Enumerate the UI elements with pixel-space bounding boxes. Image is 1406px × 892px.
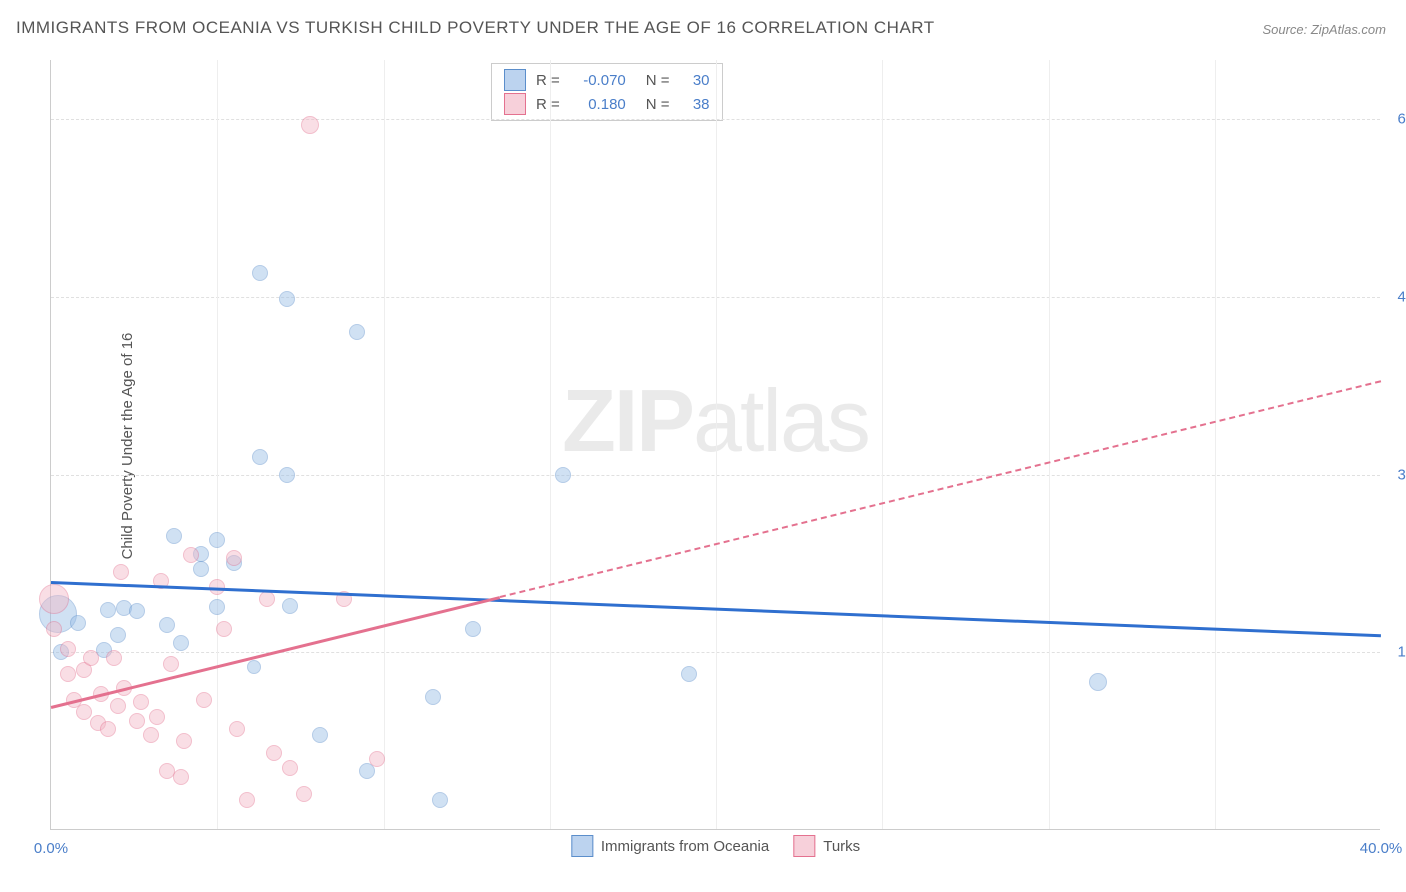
data-point bbox=[266, 745, 282, 761]
data-point bbox=[252, 265, 268, 281]
gridline-v bbox=[882, 60, 883, 829]
data-point bbox=[149, 709, 165, 725]
legend-swatch bbox=[504, 93, 526, 115]
watermark-zip: ZIP bbox=[562, 371, 693, 470]
data-point bbox=[216, 621, 232, 637]
data-point bbox=[279, 467, 295, 483]
chart-title: IMMIGRANTS FROM OCEANIA VS TURKISH CHILD… bbox=[16, 18, 935, 38]
gridline-v bbox=[716, 60, 717, 829]
data-point bbox=[432, 792, 448, 808]
data-point bbox=[173, 635, 189, 651]
data-point bbox=[183, 547, 199, 563]
watermark-atlas: atlas bbox=[693, 371, 869, 470]
data-point bbox=[369, 751, 385, 767]
y-tick-label: 30.0% bbox=[1397, 466, 1406, 483]
data-point bbox=[681, 666, 697, 682]
legend-swatch bbox=[571, 835, 593, 857]
data-point bbox=[349, 324, 365, 340]
data-point bbox=[229, 721, 245, 737]
data-point bbox=[1089, 673, 1107, 691]
data-point bbox=[39, 584, 69, 614]
data-point bbox=[247, 660, 261, 674]
bottom-legend-item: Immigrants from Oceania bbox=[571, 835, 769, 857]
data-point bbox=[110, 698, 126, 714]
stat-legend-row: R = -0.070 N = 30 bbox=[504, 68, 710, 92]
x-tick-label: 0.0% bbox=[34, 840, 68, 857]
data-point bbox=[312, 727, 328, 743]
data-point bbox=[282, 598, 298, 614]
gridline-v bbox=[217, 60, 218, 829]
data-point bbox=[133, 694, 149, 710]
stat-r-label: R = bbox=[536, 96, 560, 113]
data-point bbox=[465, 621, 481, 637]
source-name: ZipAtlas.com bbox=[1311, 22, 1386, 37]
stat-r-value: -0.070 bbox=[570, 72, 626, 89]
data-point bbox=[163, 656, 179, 672]
data-point bbox=[296, 786, 312, 802]
data-point bbox=[555, 467, 571, 483]
data-point bbox=[143, 727, 159, 743]
stat-r-value: 0.180 bbox=[570, 96, 626, 113]
data-point bbox=[193, 561, 209, 577]
stat-n-value: 38 bbox=[680, 96, 710, 113]
data-point bbox=[113, 564, 129, 580]
gridline-v bbox=[1215, 60, 1216, 829]
data-point bbox=[100, 602, 116, 618]
data-point bbox=[60, 666, 76, 682]
gridline-v bbox=[550, 60, 551, 829]
data-point bbox=[209, 532, 225, 548]
y-tick-label: 45.0% bbox=[1397, 288, 1406, 305]
y-tick-label: 15.0% bbox=[1397, 644, 1406, 661]
data-point bbox=[46, 621, 62, 637]
plot-area: ZIPatlas R =-0.070N =30R =0.180N =38 Imm… bbox=[50, 60, 1380, 830]
data-point bbox=[252, 449, 268, 465]
source-attribution: Source: ZipAtlas.com bbox=[1262, 22, 1386, 37]
data-point bbox=[129, 603, 145, 619]
data-point bbox=[100, 721, 116, 737]
stat-n-label: N = bbox=[646, 72, 670, 89]
y-tick-label: 60.0% bbox=[1397, 111, 1406, 128]
data-point bbox=[239, 792, 255, 808]
data-point bbox=[159, 617, 175, 633]
bottom-legend: Immigrants from Oceania Turks bbox=[571, 835, 860, 857]
data-point bbox=[282, 760, 298, 776]
data-point bbox=[173, 769, 189, 785]
legend-swatch bbox=[793, 835, 815, 857]
data-point bbox=[425, 689, 441, 705]
data-point bbox=[60, 641, 76, 657]
stat-n-value: 30 bbox=[680, 72, 710, 89]
data-point bbox=[76, 704, 92, 720]
stat-r-label: R = bbox=[536, 72, 560, 89]
data-point bbox=[83, 650, 99, 666]
stat-n-label: N = bbox=[646, 96, 670, 113]
gridline-v bbox=[384, 60, 385, 829]
data-point bbox=[129, 713, 145, 729]
data-point bbox=[176, 733, 192, 749]
data-point bbox=[196, 692, 212, 708]
stat-legend-row: R = 0.180 N = 38 bbox=[504, 92, 710, 116]
data-point bbox=[259, 591, 275, 607]
source-prefix: Source: bbox=[1262, 22, 1310, 37]
data-point bbox=[301, 116, 319, 134]
bottom-legend-label: Immigrants from Oceania bbox=[601, 838, 769, 855]
gridline-v bbox=[1049, 60, 1050, 829]
data-point bbox=[279, 291, 295, 307]
data-point bbox=[110, 627, 126, 643]
data-point bbox=[166, 528, 182, 544]
bottom-legend-label: Turks bbox=[823, 838, 860, 855]
trend-line-dashed bbox=[500, 380, 1382, 598]
x-tick-label: 40.0% bbox=[1360, 840, 1403, 857]
stat-legend: R = -0.070 N = 30 R = 0.180 N = 38 bbox=[491, 63, 723, 121]
data-point bbox=[106, 650, 122, 666]
data-point bbox=[209, 599, 225, 615]
bottom-legend-item: Turks bbox=[793, 835, 860, 857]
legend-swatch bbox=[504, 69, 526, 91]
data-point bbox=[70, 615, 86, 631]
data-point bbox=[226, 550, 242, 566]
